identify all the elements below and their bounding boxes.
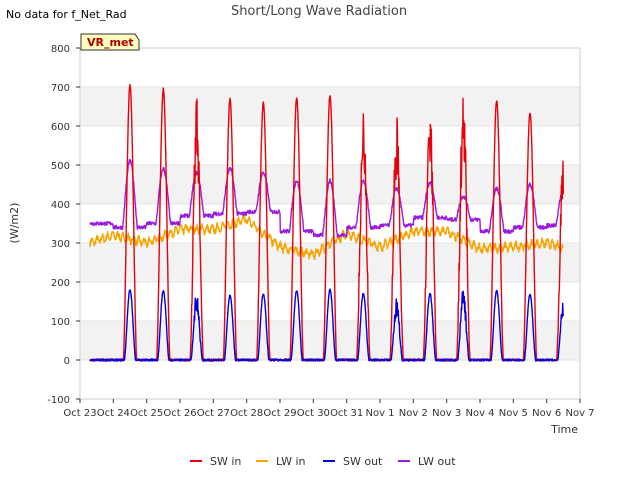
no-data-note: No data for f_Net_Rad [6, 8, 127, 21]
y-tick-label: 800 [51, 44, 70, 55]
x-tick-label: Oct 30 [297, 408, 330, 419]
x-tick-label: Oct 26 [163, 408, 196, 419]
y-tick-label: 600 [51, 122, 70, 133]
x-tick-label: Nov 4 [465, 408, 494, 419]
legend-label: LW in [276, 455, 306, 468]
x-axis-label: Time [550, 423, 578, 436]
legend-label: LW out [418, 455, 456, 468]
x-axis: Oct 23 Oct 24 Oct 25 Oct 26 Oct 27 Oct 28 Oct … [63, 399, 595, 419]
grid-band [80, 87, 580, 126]
x-tick-label: Oct 29 [263, 408, 296, 419]
chart-title: Short/Long Wave Radiation [231, 4, 407, 19]
y-axis-label: (W/m2) [8, 203, 21, 244]
x-tick-label: Nov 7 [565, 408, 594, 419]
y-tick-label: 100 [51, 317, 70, 328]
legend: SW in LW in SW out LW out [190, 455, 456, 468]
x-tick-label: Nov 2 [399, 408, 428, 419]
x-tick-label: Oct 23 [63, 408, 96, 419]
y-tick-label: 300 [51, 239, 70, 250]
x-tick-label: Nov 6 [532, 408, 561, 419]
plot-frame [79, 47, 581, 400]
y-tick-label: 700 [51, 83, 70, 94]
series-line-sw-out [89, 288, 564, 362]
legend-label: SW in [210, 455, 241, 468]
x-tick-label: Oct 28 [230, 408, 263, 419]
y-tick-label: 500 [51, 161, 70, 172]
grid-band [80, 243, 580, 282]
x-tick-label: Nov 3 [432, 408, 461, 419]
x-tick-label: Oct 27 [197, 408, 230, 419]
x-tick-label: Oct 24 [97, 408, 130, 419]
y-axis: -100 0 100 200 300 400 500 600 700 800 [47, 44, 80, 406]
site-badge-label: VR_met [87, 36, 134, 49]
series-layer [89, 83, 564, 362]
y-tick-label: 200 [51, 278, 70, 289]
y-tick-label: 400 [51, 200, 70, 211]
grid-band [80, 321, 580, 360]
series-line-sw-in [89, 83, 564, 362]
y-tick-label: 0 [64, 356, 70, 367]
site-badge: VR_met [80, 33, 140, 51]
grid-bands [80, 87, 580, 360]
x-tick-label: Nov 1 [365, 408, 394, 419]
grid-band [80, 165, 580, 204]
legend-label: SW out [343, 455, 383, 468]
x-tick-label: Oct 25 [130, 408, 163, 419]
x-tick-label: Nov 5 [499, 408, 528, 419]
x-tick-label: Oct 31 [330, 408, 363, 419]
y-tick-label: -100 [47, 395, 70, 406]
